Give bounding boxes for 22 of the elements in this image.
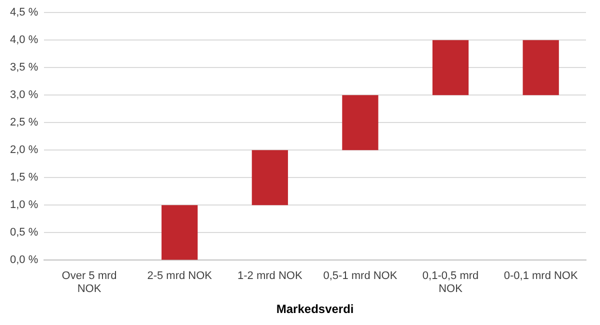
- bar: [432, 40, 469, 96]
- y-tick-label: 0,0 %: [10, 254, 38, 266]
- y-tick-label: 3,5 %: [10, 62, 38, 74]
- x-tick-label: 0-0,1 mrd NOK: [504, 270, 578, 282]
- x-tick-label: Over 5 mrd NOK: [62, 270, 117, 296]
- x-tick-label: 0,5-1 mrd NOK: [323, 270, 398, 282]
- x-tick-label: 0,1-0,5 mrd NOK: [422, 270, 479, 296]
- x-axis-title: Markedsverdi: [276, 302, 354, 316]
- y-tick-label: 4,5 %: [10, 6, 38, 19]
- bar: [522, 40, 559, 96]
- y-tick-label: 4,0 %: [10, 34, 38, 46]
- y-tick-label: 2,5 %: [10, 116, 38, 129]
- bar: [342, 95, 378, 150]
- x-tick-label: 1-2 mrd NOK: [238, 270, 303, 282]
- x-tick-label: 2-5 mrd NOK: [147, 270, 213, 282]
- bar: [252, 150, 288, 206]
- y-tick-label: 2,0 %: [10, 144, 38, 156]
- y-tick-label: 1,0 %: [10, 199, 38, 212]
- y-tick-label: 1,5 %: [10, 172, 38, 184]
- y-tick-label: 0,5 %: [10, 226, 38, 239]
- bar: [162, 205, 198, 260]
- y-tick-label: 3,0 %: [10, 89, 38, 102]
